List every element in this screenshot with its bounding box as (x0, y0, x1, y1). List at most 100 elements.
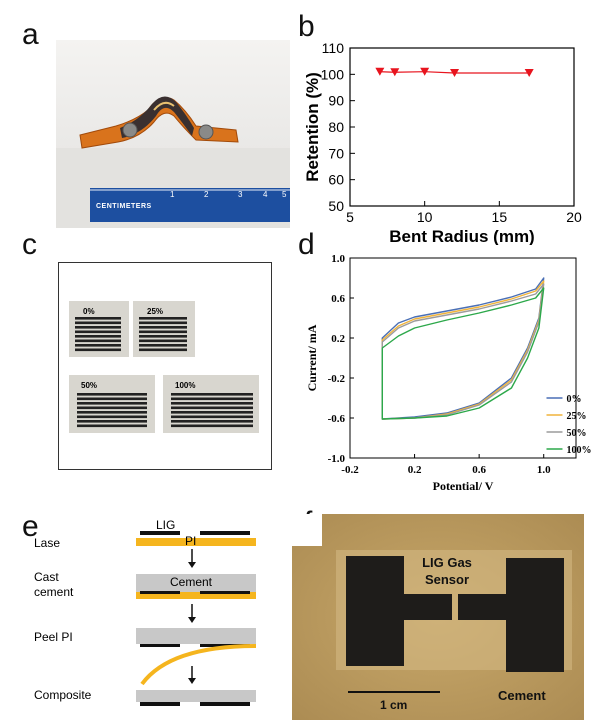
stripe-2-2 (77, 402, 147, 405)
stripe-2-0 (77, 393, 147, 396)
panel-letter-e: e (22, 510, 39, 543)
stripe-3-3 (171, 406, 253, 410)
lig-label: LIG (156, 518, 176, 532)
x-tick-label-d-1: 0.2 (408, 464, 422, 476)
chart-b: 50 60 70 80 90 100 110 5 10 15 20 Bent Radius (mm) R… (303, 40, 582, 245)
stripe-2-5 (77, 415, 147, 419)
ruler-tick-3: 3 (238, 190, 243, 199)
stripe-1-1 (139, 321, 187, 325)
stripe-1-4 (139, 335, 187, 338)
lig-pad-left (140, 531, 180, 535)
panel-letter-d: d (298, 228, 315, 261)
stripe-2-3 (77, 406, 147, 410)
step-composite: Composite (34, 688, 92, 702)
y-tick-label-b-3: 80 (328, 119, 344, 135)
y-tick-label-d-2: 0.2 (331, 333, 345, 345)
stripe-3-2 (171, 402, 253, 405)
x-tick-label-b-2: 15 (492, 209, 508, 225)
peeled-pi-film (140, 644, 257, 686)
stripe-1-6 (139, 344, 187, 347)
ruler-tick-4: 4 (263, 190, 268, 199)
y-tick-label-b-0: 50 (328, 198, 344, 214)
stripe-0-2 (75, 326, 121, 329)
cv-curve-3 (381, 287, 545, 420)
stripe-2-1 (77, 397, 147, 401)
electrode-stripes (75, 317, 253, 428)
sensor-label: LIG Gas Sensor (422, 555, 472, 587)
lig-bridge-right (458, 594, 506, 620)
ruler (90, 188, 290, 222)
panel-a-photo: CENTIMETERS 1 2 3 4 5 (56, 40, 290, 228)
panel-letter-b: b (298, 10, 315, 43)
ruler-label: CENTIMETERS (96, 203, 152, 210)
ruler-tick-1: 1 (170, 190, 175, 199)
lig-bridge-left (404, 594, 452, 620)
y-tick-label-b-2: 70 (328, 145, 344, 161)
point-b-0 (375, 67, 385, 76)
stripe-3-5 (171, 415, 253, 419)
point-b-4 (524, 69, 534, 78)
stripe-3-4 (171, 411, 253, 414)
step-cast-cement: Cast cement (34, 570, 74, 599)
step-lase: Lase (34, 536, 61, 550)
x-axis-label-b: Bent Radius (mm) (389, 227, 534, 245)
plot-frame-d (349, 257, 577, 459)
pi-layer (136, 538, 256, 546)
point-b-1 (390, 68, 400, 77)
stripe-1-0 (139, 317, 187, 320)
stripe-0-5 (75, 339, 121, 343)
stripe-1-5 (139, 339, 187, 343)
lig-electrode-left (346, 556, 404, 666)
stripe-0-0 (75, 317, 121, 320)
ruler-tick-2: 2 (204, 190, 209, 199)
stripe-0-3 (75, 330, 121, 334)
pi-label: PI (185, 534, 197, 548)
legend-label-1: 25% (566, 411, 586, 422)
stripe-2-6 (77, 420, 147, 423)
stripe-0-1 (75, 321, 121, 325)
legend-label-0: 0% (566, 394, 581, 405)
sample-photo-25 (133, 301, 195, 357)
panel-c-frame: 0% 25% 50% 100% (58, 262, 272, 470)
ruler-tick-5: 5 (282, 190, 287, 199)
y-axis-label-d: Current/ mA (305, 324, 319, 391)
cv-curve-2 (381, 283, 545, 420)
label-100: 100% (175, 381, 196, 390)
y-tick-label-b-6: 110 (322, 40, 345, 56)
y-tick-label-d-1: 0.6 (331, 293, 345, 305)
cv-curve-1 (381, 280, 545, 420)
stripe-2-7 (77, 424, 147, 428)
panel-letter-a: a (22, 18, 39, 51)
y-tick-label-d-5: -1.0 (328, 453, 346, 465)
stripe-1-3 (139, 330, 187, 334)
legend-label-2: 50% (566, 428, 586, 439)
y-tick-label-b-5: 100 (321, 66, 345, 82)
y-tick-label-b-1: 60 (328, 172, 344, 188)
scale-label: 1 cm (380, 698, 408, 712)
x-tick-label-b-1: 10 (417, 209, 433, 225)
label-25: 25% (147, 307, 164, 316)
stripe-0-4 (75, 335, 121, 338)
panel-e-schematic: Lase Cast cement Peel PI Composite LIG P… (30, 516, 300, 720)
panel-letter-c: c (22, 228, 37, 261)
x-tick-label-b-3: 20 (566, 209, 582, 225)
y-tick-label-d-4: -0.6 (328, 413, 346, 425)
label-0: 0% (83, 307, 95, 316)
stripe-3-1 (171, 397, 253, 401)
bent-device (79, 96, 239, 149)
x-tick-label-b-0: 5 (346, 209, 354, 225)
stripe-1-2 (139, 326, 187, 329)
y-tick-label-d-3: -0.2 (328, 373, 346, 385)
lig-electrode-right (506, 558, 564, 672)
x-tick-label-d-0: -0.2 (341, 464, 359, 476)
stripe-3-6 (171, 420, 253, 423)
cement-photo-label: Cement (498, 688, 546, 703)
label-50: 50% (81, 381, 98, 390)
stripe-3-7 (171, 424, 253, 428)
stripe-2-4 (77, 411, 147, 414)
panel-f-photo: LIG Gas Sensor 1 cm Cement (292, 514, 584, 720)
sample-photo-0 (69, 301, 129, 357)
y-axis-label-b: Retention (%) (303, 72, 322, 182)
step-peel-pi: Peel PI (34, 630, 73, 644)
cement-label: Cement (170, 575, 213, 589)
